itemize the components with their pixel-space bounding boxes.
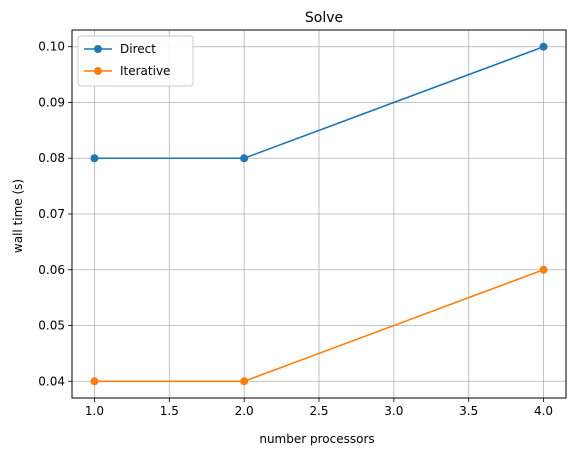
series-layer xyxy=(90,42,548,386)
y-tick-label: 0.10 xyxy=(38,40,65,54)
legend-marker-iterative xyxy=(94,67,102,75)
legend-label-direct: Direct xyxy=(120,42,156,56)
x-tick-label: 4.0 xyxy=(534,404,553,418)
legend-marker-direct xyxy=(94,45,102,53)
y-tick-label: 0.07 xyxy=(38,207,65,221)
data-point-direct xyxy=(539,42,548,51)
y-tick-label: 0.09 xyxy=(38,95,65,109)
x-tick-label: 2.5 xyxy=(309,404,328,418)
data-point-direct xyxy=(240,154,249,163)
chart-title: Solve xyxy=(305,10,343,26)
y-tick-label: 0.05 xyxy=(38,319,65,333)
x-tick-label: 3.5 xyxy=(459,404,478,418)
x-tick-label: 1.5 xyxy=(160,404,179,418)
x-tick-label: 2.0 xyxy=(235,404,254,418)
y-tick-label: 0.08 xyxy=(38,151,65,165)
series-direct xyxy=(90,42,548,163)
y-tick-label: 0.06 xyxy=(38,263,65,277)
y-axis-label: wall time (s) xyxy=(11,179,25,253)
data-point-iterative xyxy=(240,377,249,386)
x-tick-label: 3.0 xyxy=(384,404,403,418)
data-point-iterative xyxy=(90,377,99,386)
data-point-direct xyxy=(90,154,99,163)
legend-label-iterative: Iterative xyxy=(120,64,170,78)
legend: Direct Iterative xyxy=(77,35,194,87)
series-iterative xyxy=(90,265,548,386)
x-tick-label: 1.0 xyxy=(85,404,104,418)
x-axis-label: number processors xyxy=(259,432,374,446)
y-tick-label: 0.04 xyxy=(38,374,65,388)
data-point-iterative xyxy=(539,265,548,274)
ticks: 1.0 1.5 2.0 2.5 3.0 3.5 4.0 0.04 0.05 0.06 0.07 0.0… xyxy=(38,40,553,418)
